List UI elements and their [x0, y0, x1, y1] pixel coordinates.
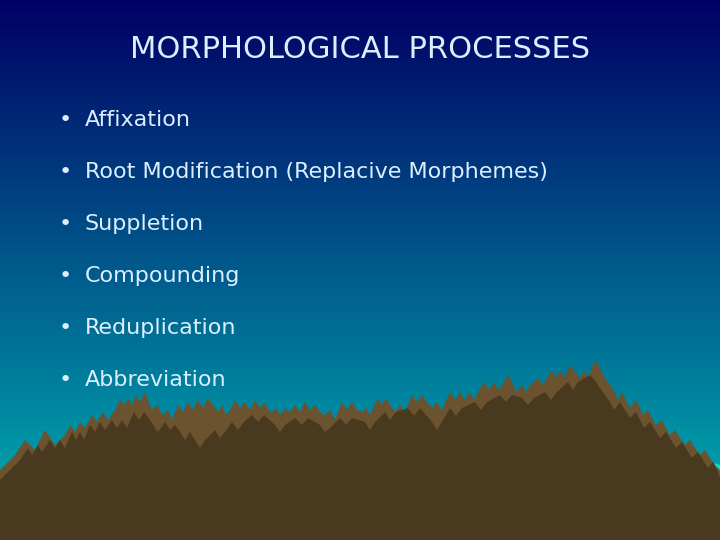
Polygon shape [0, 360, 720, 540]
Polygon shape [0, 375, 720, 540]
Text: •: • [58, 266, 71, 286]
Polygon shape [598, 458, 720, 540]
Text: Abbreviation: Abbreviation [85, 370, 227, 390]
Text: MORPHOLOGICAL PROCESSES: MORPHOLOGICAL PROCESSES [130, 36, 590, 64]
Text: Affixation: Affixation [85, 110, 191, 130]
Text: Reduplication: Reduplication [85, 318, 236, 338]
Text: •: • [58, 318, 71, 338]
Text: •: • [58, 214, 71, 234]
Text: •: • [58, 370, 71, 390]
Text: •: • [58, 110, 71, 130]
Text: Suppletion: Suppletion [85, 214, 204, 234]
Text: •: • [58, 162, 71, 182]
Text: Compounding: Compounding [85, 266, 240, 286]
Text: Root Modification (Replacive Morphemes): Root Modification (Replacive Morphemes) [85, 162, 548, 182]
